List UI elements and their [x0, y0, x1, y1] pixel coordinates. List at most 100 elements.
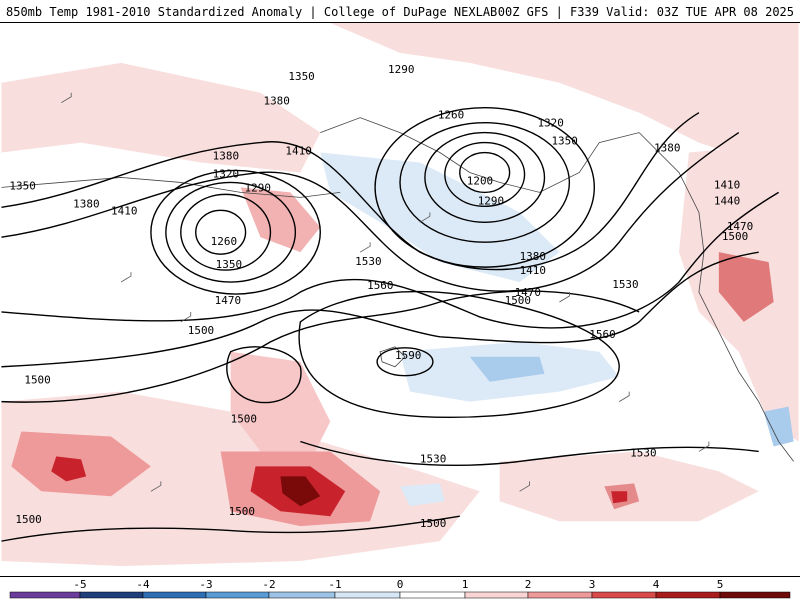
- colorbar-segment-1: [79, 591, 144, 599]
- colorbar-segments: [9, 591, 791, 599]
- warm-dark-west-coast: [718, 252, 774, 322]
- colorbar-segment-2: [142, 591, 207, 599]
- contour-label-1530-e2: 1530: [612, 278, 638, 291]
- contour-label-1350-ne: 1350: [551, 135, 577, 148]
- warm-dark-sw: [51, 456, 87, 482]
- contour-label-1500-e: 1500: [722, 230, 748, 243]
- warm-anomaly-west-low: [240, 187, 321, 253]
- contour-label-1350-w: 1350: [216, 258, 242, 271]
- contour-label-1470-e: 1470: [727, 220, 753, 233]
- contour-label-1440-e: 1440: [714, 194, 740, 207]
- colorbar-tick-0: -5: [73, 578, 86, 591]
- warm-deep-south: [280, 476, 321, 507]
- anomaly-shading: [1, 23, 799, 567]
- contour-1380: [1, 112, 700, 271]
- contour-1350-north-low: [374, 106, 595, 268]
- contour-1260-north-low: [444, 141, 526, 208]
- colorbar-segment-3: [205, 591, 270, 599]
- contour-label-1290-w: 1290: [245, 181, 271, 194]
- contour-label-1470-w: 1470: [215, 294, 241, 307]
- barb-7: [619, 391, 630, 402]
- coastlines: [1, 117, 794, 462]
- contour-label-1260-w: 1260: [211, 235, 237, 248]
- barb-10: [519, 481, 530, 492]
- contour-label-1290-n: 1290: [388, 63, 414, 76]
- barb-4: [359, 242, 371, 253]
- contour-1290-west-low: [180, 193, 272, 271]
- contour-label-1500-s3: 1500: [420, 517, 446, 530]
- contour-1410: [1, 132, 740, 292]
- contour-label-1500-s1: 1500: [15, 513, 41, 526]
- colorbar-tick-3: -2: [262, 578, 275, 591]
- colorbar-segment-8: [527, 591, 593, 599]
- colorbar-segment-0: [9, 591, 81, 599]
- contour-labels: 1350 1290 1380 1260 1320 1350 1380 1410 …: [9, 63, 753, 530]
- contour-1200-low-center: [459, 151, 511, 194]
- contour-1530-south: [300, 440, 759, 467]
- alaska-coastline: [320, 117, 640, 193]
- colorbar: -5 -4 -3 -2 -1 0 1 2 3 4 5: [0, 577, 800, 600]
- cool-mid-center: [469, 356, 545, 382]
- anomaly-map: 1350 1290 1380 1260 1320 1350 1380 1410 …: [0, 22, 800, 577]
- contour-label-1320-w: 1320: [213, 167, 239, 180]
- contour-label-1350-n: 1350: [288, 70, 314, 83]
- contour-1590-high: [376, 347, 434, 377]
- colorbar-tick-7: 2: [525, 578, 532, 591]
- contour-label-1560-e2: 1560: [589, 328, 615, 341]
- contour-label-1530-s: 1530: [420, 452, 446, 465]
- contour-1350-west-low: [150, 169, 321, 295]
- contour-label-1500-c: 1500: [505, 294, 531, 307]
- barb-5: [419, 212, 431, 223]
- contour-label-1530-c: 1530: [355, 255, 381, 268]
- colorbar-segment-6: [399, 591, 466, 599]
- contour-label-1380-c: 1380: [520, 250, 546, 263]
- colorbar-segment-9: [591, 591, 657, 599]
- contour-1500-loop: [226, 346, 302, 404]
- contour-label-1380-w2: 1380: [73, 197, 99, 210]
- contour-label-1530-se: 1530: [630, 446, 656, 459]
- barb-1: [61, 92, 72, 104]
- contour-label-1410-e: 1410: [714, 178, 740, 191]
- contour-label-1560-c: 1560: [367, 279, 393, 292]
- title-bar: 850mb Temp 1981-2010 Standardized Anomal…: [0, 0, 800, 22]
- contour-1320-west-low: [165, 181, 297, 283]
- colorbar-tick-4: -1: [328, 578, 341, 591]
- west-coast-coastline: [638, 132, 794, 462]
- cool-anomaly-south: [400, 483, 445, 507]
- contour-1530: [1, 290, 640, 403]
- contour-1260-west-low: [195, 209, 247, 255]
- contour-label-1590-c: 1590: [395, 349, 421, 362]
- barb-3: [180, 311, 192, 323]
- contour-label-1410-w: 1410: [111, 204, 137, 217]
- hawaii-islands: [379, 346, 406, 368]
- contour-label-1500-w: 1500: [188, 324, 214, 337]
- barb-9: [150, 481, 162, 492]
- warm-anomaly-north: [330, 23, 799, 163]
- colorbar-segment-10: [655, 591, 721, 599]
- height-contours: [1, 106, 779, 542]
- colorbar-segment-11: [719, 591, 791, 599]
- contour-label-1380-w1: 1380: [213, 150, 239, 163]
- contour-1320-north-low: [399, 121, 571, 243]
- contour-1470: [1, 191, 779, 329]
- contour-label-1290-c: 1290: [478, 194, 504, 207]
- contour-1500: [1, 251, 759, 368]
- barb-6: [559, 292, 570, 303]
- colorbar-tick-9: 4: [653, 578, 660, 591]
- warm-dark-se: [611, 491, 628, 504]
- colorbar-segment-4: [268, 591, 336, 599]
- contour-label-1410-c: 1410: [285, 145, 311, 158]
- contour-1500-south: [1, 515, 460, 542]
- colorbar-tick-8: 3: [589, 578, 596, 591]
- cool-mid-mexico: [763, 406, 794, 447]
- aleutian-coastline: [1, 177, 341, 198]
- barb-2: [120, 272, 132, 283]
- contour-label-1350-nw: 1350: [9, 179, 35, 192]
- colorbar-tick-labels: -5 -4 -3 -2 -1 0 1 2 3 4 5: [73, 578, 723, 591]
- barb-8: [698, 441, 710, 452]
- contour-label-1260-ne: 1260: [438, 109, 464, 122]
- colorbar-tick-1: -4: [136, 578, 150, 591]
- colorbar-tick-10: 5: [717, 578, 724, 591]
- model-valid-time: 00Z GFS | F339 Valid: 03Z TUE APR 08 202…: [497, 5, 794, 19]
